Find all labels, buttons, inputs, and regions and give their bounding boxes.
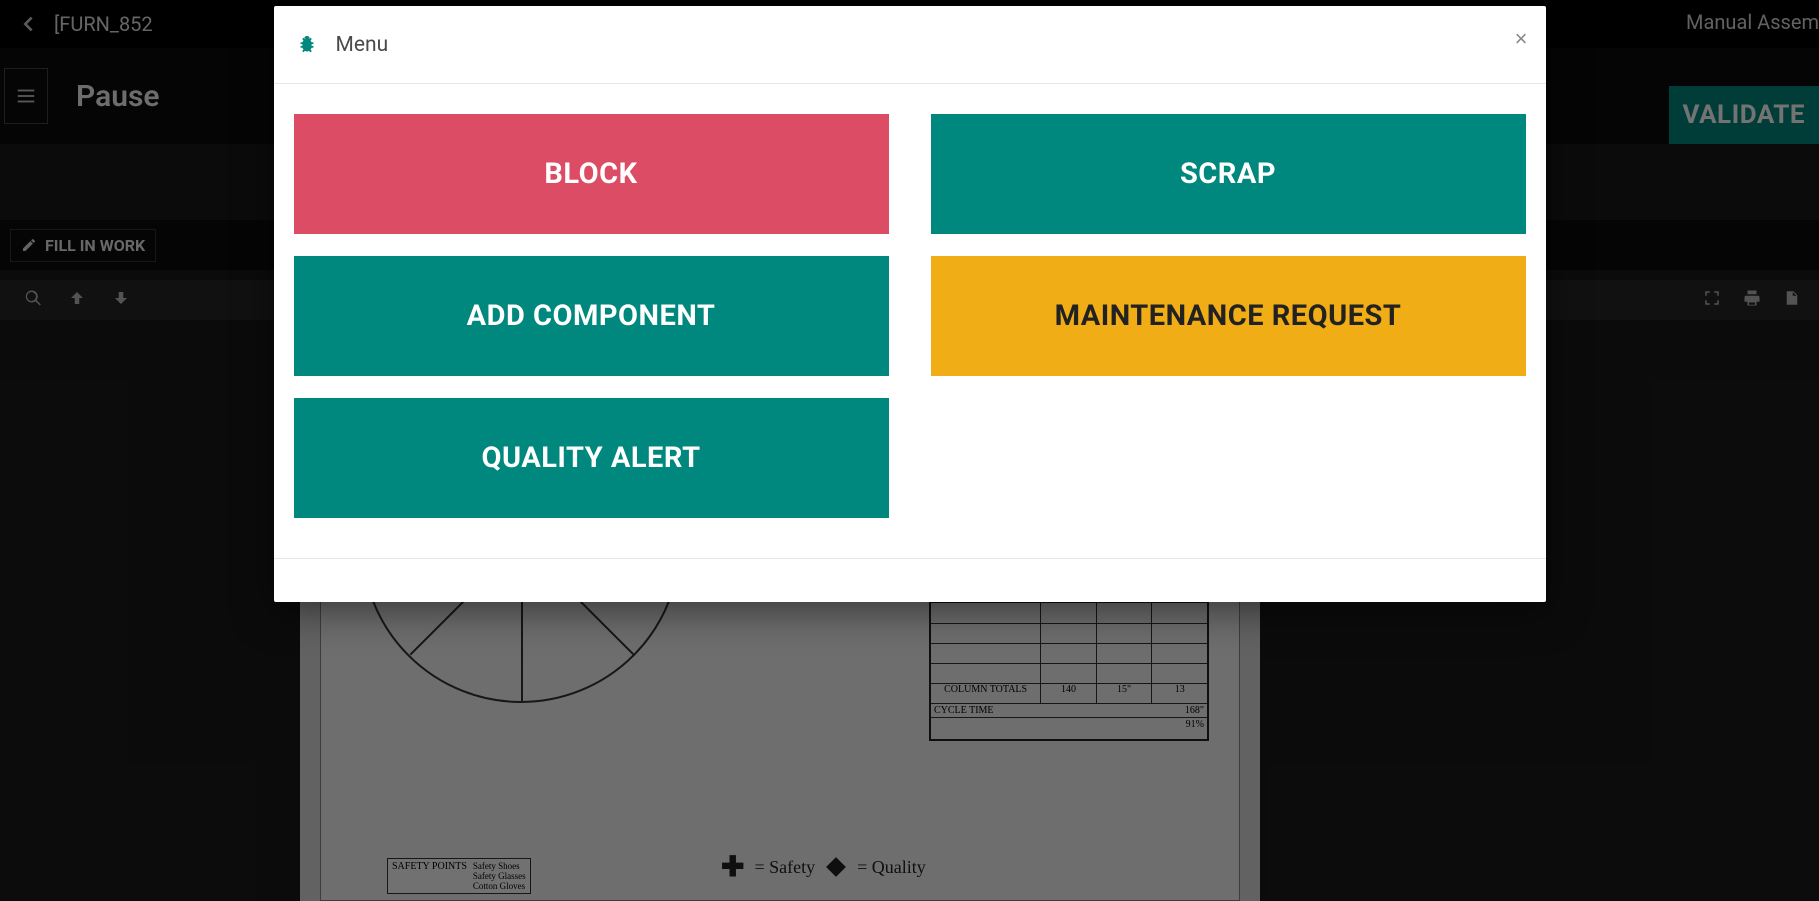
scrap-button[interactable]: SCRAP: [931, 114, 1526, 234]
close-icon[interactable]: ×: [1515, 28, 1528, 50]
modal-overlay[interactable]: Menu × BLOCK SCRAP ADD COMPONENT MAINTEN…: [0, 0, 1819, 901]
menu-modal: Menu × BLOCK SCRAP ADD COMPONENT MAINTEN…: [274, 6, 1546, 602]
modal-title: Menu: [336, 33, 389, 57]
modal-footer: [274, 558, 1546, 602]
bug-icon: [296, 34, 318, 56]
add-component-button[interactable]: ADD COMPONENT: [294, 256, 889, 376]
modal-body: BLOCK SCRAP ADD COMPONENT MAINTENANCE RE…: [274, 84, 1546, 558]
block-button[interactable]: BLOCK: [294, 114, 889, 234]
modal-header: Menu ×: [274, 6, 1546, 84]
maintenance-request-button[interactable]: MAINTENANCE REQUEST: [931, 256, 1526, 376]
quality-alert-button[interactable]: QUALITY ALERT: [294, 398, 889, 518]
